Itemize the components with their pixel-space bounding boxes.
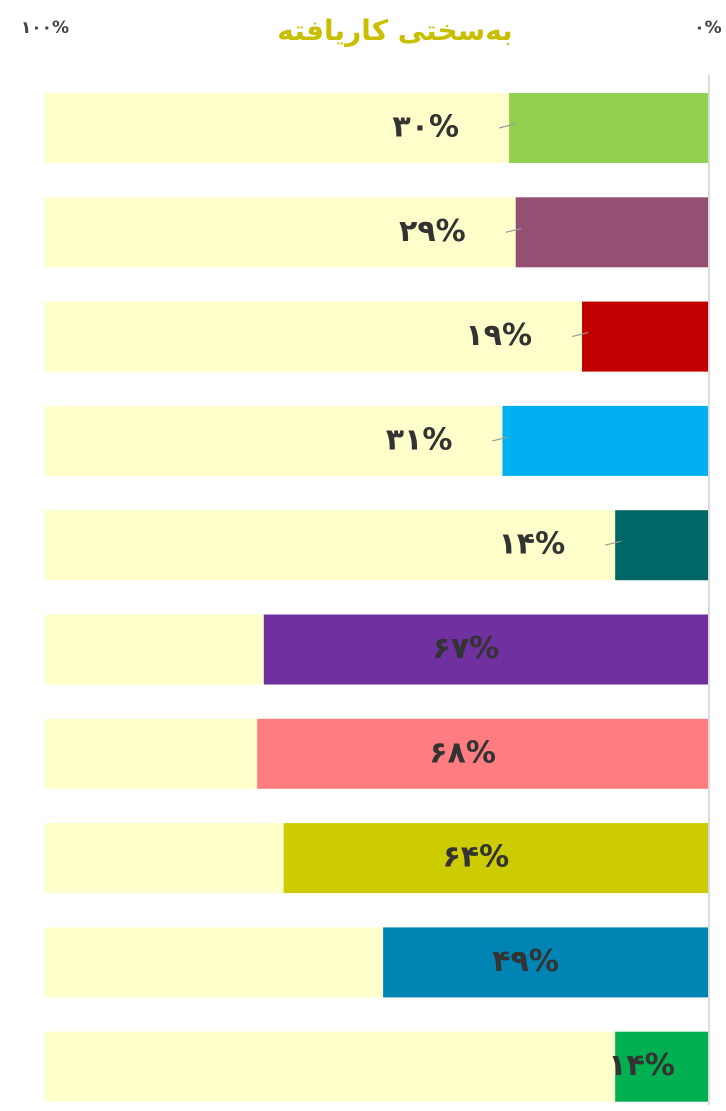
bar — [582, 301, 708, 372]
bar — [615, 1031, 708, 1102]
value-label: ۳۰% — [392, 110, 459, 145]
leader-line — [505, 227, 522, 233]
bar — [257, 718, 708, 789]
bar — [383, 927, 708, 998]
x-tick-label: ۰% — [694, 18, 721, 38]
value-label: ۱۴% — [498, 527, 565, 562]
value-label: ۱۹% — [465, 318, 532, 353]
leader-line — [605, 540, 622, 546]
value-label: ۴۹% — [492, 944, 559, 979]
value-label: ۱۴% — [608, 1048, 675, 1083]
leader-line — [492, 436, 509, 442]
bar-track — [45, 1031, 708, 1102]
value-label: ۲۹% — [399, 214, 466, 249]
chart-title: به‌سختی کاریافته — [277, 14, 512, 47]
value-label: ۶۴% — [442, 840, 509, 875]
leader-line — [498, 123, 516, 129]
bar-track — [45, 510, 708, 581]
bar — [502, 405, 708, 476]
bar — [263, 614, 708, 685]
value-label: ۶۸% — [429, 735, 496, 770]
bar — [515, 197, 708, 268]
x-tick-label: ۱۰۰% — [21, 18, 69, 38]
bar — [615, 510, 708, 581]
leader-line — [571, 332, 589, 338]
value-label: ۶۷% — [433, 631, 500, 666]
bar — [509, 93, 708, 163]
bar — [283, 823, 708, 894]
value-label: ۳۱% — [386, 422, 453, 457]
